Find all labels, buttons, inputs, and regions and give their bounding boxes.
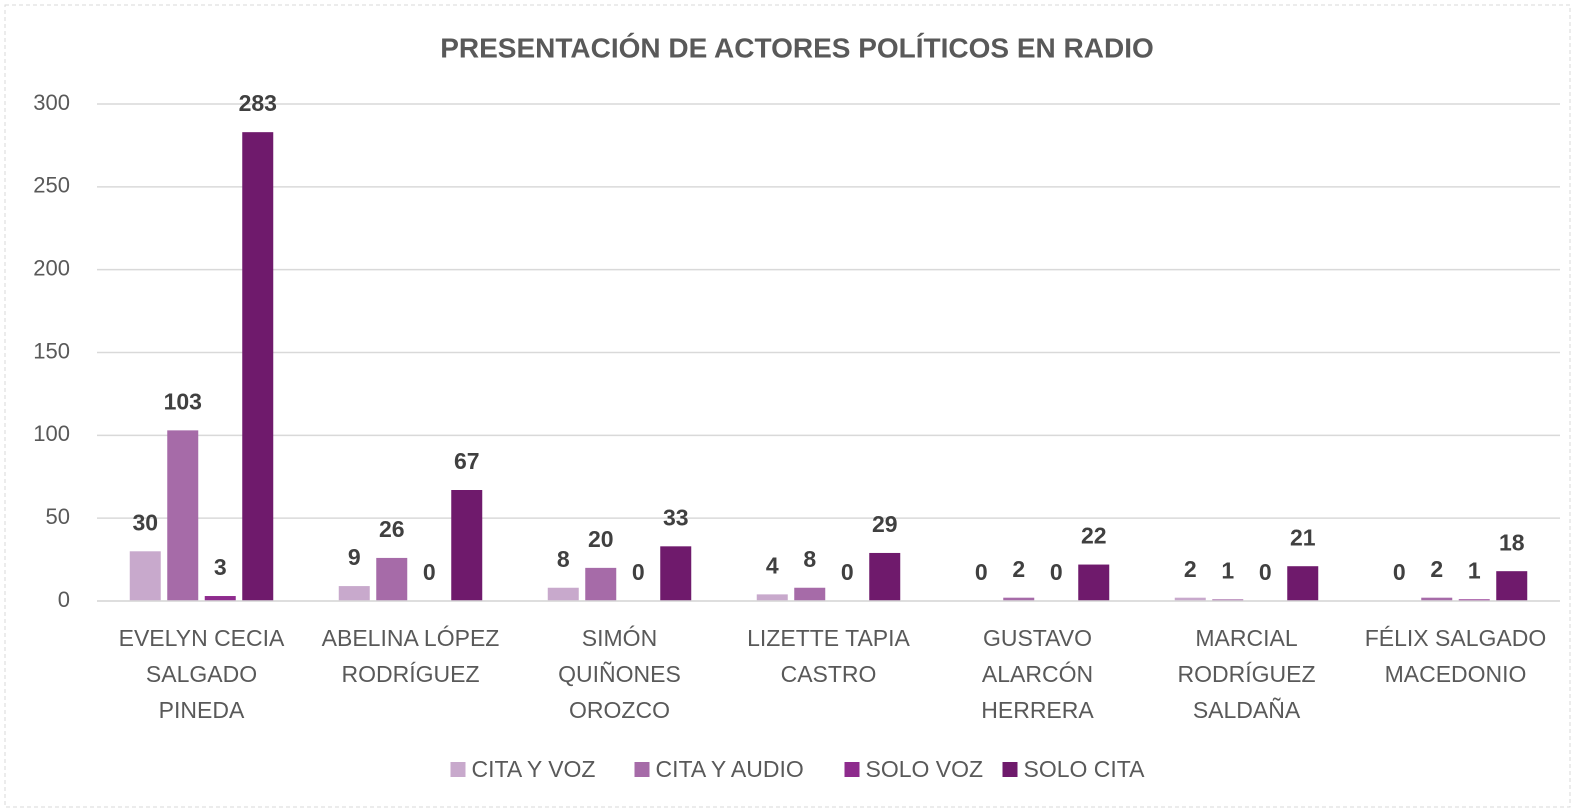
bar (1078, 564, 1110, 601)
bar (547, 587, 579, 601)
y-tick-label: 250 (33, 173, 70, 198)
value-label: 18 (1499, 529, 1525, 555)
value-label: 67 (454, 448, 480, 474)
value-label: 103 (164, 388, 202, 414)
legend-swatch (450, 762, 466, 777)
bar (451, 490, 483, 601)
x-tick-label: EVELYN CECIA SALGADO PINEDA (119, 625, 285, 723)
x-tick-label-line: MARCIAL (1195, 625, 1297, 651)
x-tick-label-line: SALGADO (146, 661, 257, 687)
bar (1212, 599, 1244, 601)
y-tick-label: 200 (33, 255, 70, 280)
bar (1003, 597, 1035, 601)
x-tick-label-line: EVELYN CECIA (119, 625, 285, 651)
chart-border (4, 4, 1571, 808)
bar (242, 132, 274, 601)
bar (376, 557, 408, 601)
bar (1496, 571, 1528, 601)
x-tick-label: FÉLIX SALGADO MACEDONIO (1365, 625, 1547, 687)
x-tick-label-line: MACEDONIO (1385, 661, 1527, 687)
legend-swatch (1002, 762, 1018, 777)
legend-label: SOLO VOZ (866, 756, 984, 782)
y-tick-label: 300 (33, 90, 70, 115)
x-tick-label-line: HERRERA (981, 697, 1094, 723)
value-label: 0 (1393, 559, 1406, 585)
y-tick-label: 100 (33, 421, 70, 446)
bar (129, 551, 161, 601)
value-label: 0 (1259, 559, 1272, 585)
chart-title: PRESENTACIÓN DE ACTORES POLÍTICOS EN RAD… (440, 32, 1154, 63)
value-label: 2 (1012, 556, 1025, 582)
bar (204, 596, 236, 601)
value-label: 26 (379, 516, 405, 542)
value-label: 2 (1184, 556, 1197, 582)
value-label: 20 (588, 526, 614, 552)
value-label: 0 (841, 559, 854, 585)
bar (1174, 597, 1206, 601)
value-label: 1 (1468, 557, 1481, 583)
x-tick-label: MARCIAL RODRÍGUEZ SALDAÑA (1178, 625, 1316, 723)
bar (1421, 597, 1453, 601)
value-label: 33 (663, 504, 689, 530)
value-label: 3 (214, 554, 227, 580)
x-tick-label-line: SIMÓN (582, 625, 657, 651)
legend-swatch (634, 762, 650, 777)
legend-label: CITA Y AUDIO (656, 756, 804, 782)
value-label: 0 (423, 559, 436, 585)
x-tick-label-line: GUSTAVO (983, 625, 1092, 651)
x-tick-label-line: LIZETTE TAPIA (747, 625, 910, 651)
value-label: 9 (348, 544, 361, 570)
value-label: 0 (632, 559, 645, 585)
x-tick-label-line: FÉLIX SALGADO (1365, 625, 1547, 651)
x-tick-label: SIMÓN QUIÑONES OROZCO (558, 625, 681, 723)
bar (338, 586, 370, 601)
value-label: 2 (1430, 556, 1443, 582)
x-tick-label: ABELINA LÓPEZ RODRÍGUEZ (322, 625, 500, 687)
x-tick-label-line: ABELINA LÓPEZ (322, 625, 500, 651)
legend-swatch (844, 762, 860, 777)
x-tick-label-line: RODRÍGUEZ (342, 661, 480, 687)
bar (869, 552, 901, 601)
legend-label: SOLO CITA (1024, 756, 1146, 782)
value-label: 8 (557, 546, 570, 572)
bar (585, 567, 617, 601)
x-tick-label: LIZETTE TAPIA CASTRO (747, 625, 910, 687)
bar (756, 594, 788, 601)
value-label: 21 (1290, 524, 1316, 550)
y-tick-label: 50 (46, 504, 70, 529)
value-label: 0 (1050, 559, 1063, 585)
value-label: 30 (132, 509, 158, 535)
value-label: 1 (1221, 557, 1234, 583)
bar (1458, 599, 1490, 601)
x-tick-label-line: QUIÑONES (558, 661, 681, 687)
x-tick-label-line: RODRÍGUEZ (1178, 661, 1316, 687)
value-label: 283 (239, 90, 277, 116)
x-tick-label-line: OROZCO (569, 697, 670, 723)
x-tick-label: GUSTAVO ALARCÓN HERRERA (981, 625, 1094, 723)
bar (660, 546, 692, 601)
value-label: 22 (1081, 523, 1107, 549)
legend-label: CITA Y VOZ (472, 756, 596, 782)
x-tick-label-line: SALDAÑA (1193, 697, 1301, 723)
bar (1287, 566, 1319, 601)
value-label: 8 (803, 546, 816, 572)
value-label: 0 (975, 559, 988, 585)
x-tick-label-line: PINEDA (159, 697, 245, 723)
x-tick-label-line: ALARCÓN (982, 661, 1093, 687)
y-tick-label: 0 (58, 587, 70, 612)
y-tick-label: 150 (33, 338, 70, 363)
value-label: 29 (872, 511, 898, 537)
value-label: 4 (766, 552, 779, 578)
x-tick-label-line: CASTRO (781, 661, 877, 687)
bar (167, 430, 199, 601)
bar (794, 587, 826, 601)
